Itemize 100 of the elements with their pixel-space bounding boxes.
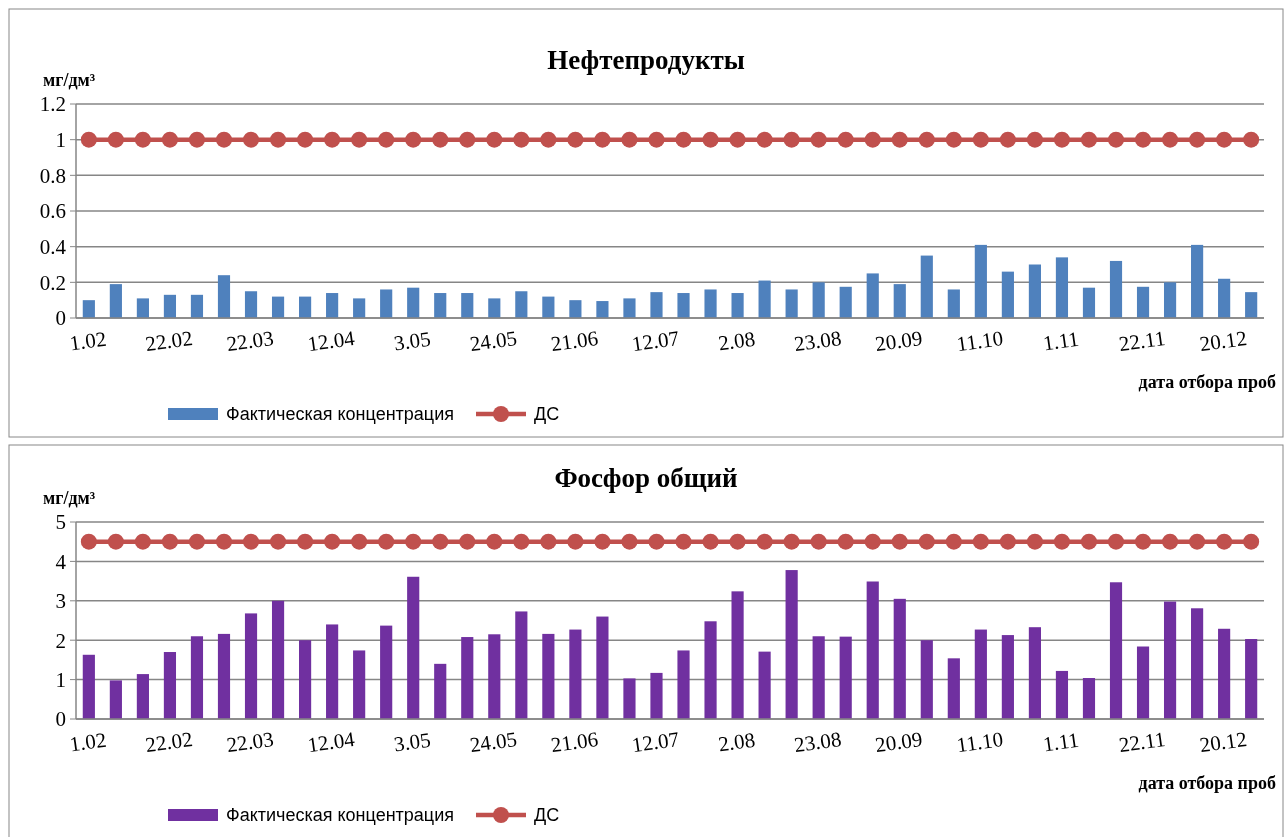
x-tick-label: 2.08 bbox=[716, 326, 757, 356]
bar bbox=[920, 640, 933, 719]
y-axis-title: мг/дм³ bbox=[43, 70, 96, 90]
bar bbox=[893, 598, 906, 719]
bar bbox=[731, 293, 744, 318]
bar bbox=[299, 640, 312, 719]
bar bbox=[1109, 582, 1123, 719]
chart-title: Нефтепродукты bbox=[547, 45, 745, 75]
x-tick-label: 12.04 bbox=[306, 325, 357, 357]
bar bbox=[596, 301, 609, 318]
x-tick-label: 12.07 bbox=[630, 726, 681, 758]
bar bbox=[109, 284, 122, 318]
bar bbox=[434, 663, 447, 719]
x-tick-label: 1.02 bbox=[68, 326, 108, 356]
bar bbox=[515, 611, 528, 719]
bar bbox=[82, 300, 95, 318]
y-tick-label: 0 bbox=[55, 306, 66, 331]
bar bbox=[596, 616, 609, 719]
legend-label: Фактическая концентрация bbox=[226, 404, 454, 425]
bar bbox=[542, 296, 555, 318]
x-tick-label: 11.10 bbox=[955, 325, 1005, 357]
bar bbox=[380, 625, 393, 719]
bar bbox=[244, 291, 258, 318]
bar bbox=[758, 651, 771, 719]
y-tick-label: 1 bbox=[55, 667, 66, 692]
x-tick-label: 3.05 bbox=[392, 727, 433, 757]
x-tick-label: 21.06 bbox=[549, 726, 600, 758]
bar bbox=[488, 298, 501, 318]
bar bbox=[326, 624, 339, 719]
bar bbox=[812, 282, 825, 318]
x-tick-label: 22.11 bbox=[1117, 726, 1167, 758]
bar bbox=[650, 672, 663, 719]
bar bbox=[461, 293, 474, 318]
bar bbox=[163, 652, 177, 719]
x-tick-label: 1.11 bbox=[1041, 326, 1081, 356]
bar bbox=[353, 650, 366, 719]
x-tick-label: 22.11 bbox=[1117, 325, 1167, 357]
bar bbox=[1245, 292, 1258, 318]
bar bbox=[542, 633, 555, 719]
bar bbox=[1055, 257, 1069, 318]
bar bbox=[271, 600, 285, 719]
bar bbox=[677, 293, 690, 318]
bar bbox=[461, 637, 474, 719]
bar bbox=[434, 293, 447, 318]
bar bbox=[569, 300, 582, 318]
x-tick-label: 20.12 bbox=[1198, 726, 1249, 758]
y-tick-label: 0.2 bbox=[39, 270, 66, 295]
bar bbox=[1001, 271, 1014, 318]
y-tick-label: 0.4 bbox=[39, 235, 67, 260]
bar bbox=[1163, 601, 1177, 719]
bar bbox=[677, 650, 690, 719]
bar bbox=[1055, 670, 1069, 719]
x-tick-label: 23.08 bbox=[792, 325, 843, 357]
x-tick-label: 24.05 bbox=[468, 726, 519, 758]
bar bbox=[109, 680, 122, 719]
bar bbox=[326, 293, 339, 318]
x-axis-title: дата отбора проб bbox=[1138, 773, 1276, 793]
bar bbox=[407, 287, 420, 318]
y-tick-label: 2 bbox=[55, 628, 66, 653]
y-tick-label: 1.2 bbox=[39, 92, 66, 117]
bar bbox=[704, 621, 717, 719]
bar bbox=[839, 286, 852, 318]
bar bbox=[758, 280, 771, 318]
y-tick-label: 5 bbox=[55, 510, 66, 535]
bar bbox=[812, 636, 825, 719]
bar bbox=[1028, 264, 1041, 318]
bar bbox=[1136, 646, 1150, 719]
x-tick-label: 20.09 bbox=[873, 325, 924, 357]
bar bbox=[1163, 282, 1177, 318]
bar bbox=[217, 633, 231, 719]
bar bbox=[1109, 260, 1123, 318]
bar bbox=[136, 674, 149, 719]
bar bbox=[947, 658, 960, 719]
bar bbox=[217, 275, 231, 318]
bar bbox=[785, 289, 798, 318]
x-tick-label: 23.08 bbox=[792, 726, 843, 758]
bar bbox=[353, 298, 366, 318]
bar bbox=[893, 284, 906, 318]
bar bbox=[163, 294, 177, 318]
bar bbox=[190, 294, 204, 318]
y-tick-label: 0 bbox=[55, 707, 66, 732]
bar bbox=[974, 244, 987, 318]
bar bbox=[623, 678, 636, 719]
y-axis-title: мг/дм³ bbox=[43, 488, 96, 508]
chart-title: Фосфор общий bbox=[554, 463, 738, 493]
x-tick-label: 3.05 bbox=[392, 326, 433, 356]
bar bbox=[407, 576, 420, 719]
x-tick-label: 12.04 bbox=[306, 726, 357, 758]
x-tick-label: 2.08 bbox=[716, 727, 757, 757]
bar bbox=[1218, 278, 1231, 318]
bar bbox=[190, 636, 204, 719]
bar bbox=[380, 289, 393, 318]
legend-label: Фактическая концентрация bbox=[226, 805, 454, 826]
bar bbox=[1028, 627, 1041, 719]
bar bbox=[299, 296, 312, 318]
bar bbox=[1191, 608, 1204, 719]
x-tick-label: 24.05 bbox=[468, 325, 519, 357]
bar bbox=[82, 654, 95, 719]
bar bbox=[866, 273, 879, 318]
bar bbox=[1136, 286, 1150, 318]
